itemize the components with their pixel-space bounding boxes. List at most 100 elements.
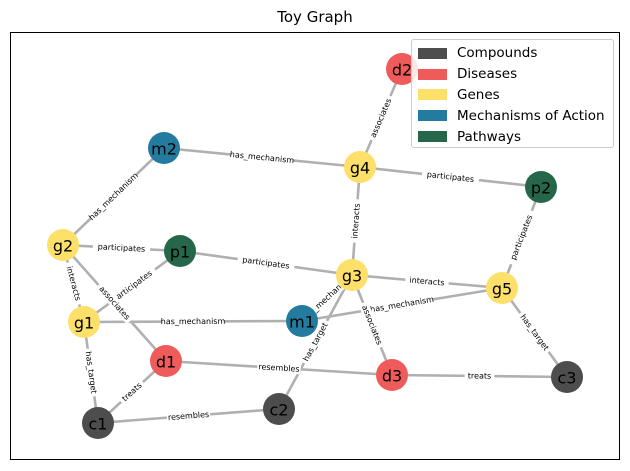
node-label: p2: [531, 179, 551, 198]
edge-label-d3-c3: treats: [464, 370, 495, 382]
gene-node-circle[interactable]: [336, 259, 368, 291]
disease-node-circle[interactable]: [376, 359, 408, 391]
edge-label-background: [94, 281, 135, 325]
node-d2[interactable]: d2: [386, 53, 418, 85]
edge-label-background: [92, 241, 151, 255]
node-label: c3: [558, 369, 577, 388]
node-label: g1: [74, 314, 94, 333]
node-c3[interactable]: c3: [551, 361, 583, 393]
edge-label-background: [117, 378, 147, 406]
node-label: d3: [382, 367, 402, 386]
legend-swatch: [418, 89, 447, 101]
pathway-node-circle[interactable]: [525, 171, 557, 203]
edge-label-text: resembles: [168, 410, 210, 422]
edge-label-background: [404, 274, 450, 289]
edge-label-text: resembles: [258, 362, 300, 374]
node-g5[interactable]: g5: [486, 272, 518, 304]
compound-node-circle[interactable]: [263, 393, 295, 425]
edge-label-text: treats: [120, 381, 143, 403]
gene-node-circle[interactable]: [486, 272, 518, 304]
legend-label: Compounds: [457, 45, 538, 62]
node-p1[interactable]: p1: [164, 235, 196, 267]
edge-label-text: interacts: [409, 275, 445, 287]
edge-label-background: [506, 209, 537, 266]
legend-item-disease: Diseases: [418, 64, 607, 85]
disease-node-circle[interactable]: [150, 345, 182, 377]
node-label: c1: [89, 415, 108, 434]
edge-label-text: participates: [509, 214, 534, 262]
node-label: c2: [270, 401, 289, 420]
node-label: g3: [342, 267, 362, 286]
edge-label-text: has_mechanism: [229, 150, 294, 165]
pathway-node-circle[interactable]: [164, 235, 196, 267]
node-c1[interactable]: c1: [82, 407, 114, 439]
edge-label-background: [300, 273, 354, 323]
edge-label-m1-g5: has_mechanism: [369, 294, 435, 315]
edge-label-background: [358, 300, 386, 350]
node-label: g2: [53, 237, 73, 256]
edge-label-background: [421, 168, 480, 186]
legend-label: Pathways: [457, 128, 521, 145]
edge-label-background: [106, 265, 158, 308]
node-c2[interactable]: c2: [263, 393, 295, 425]
edge-label-d1-d3: resembles: [257, 361, 301, 375]
edge-label-text: has_target: [518, 313, 550, 353]
mechanism-node-circle[interactable]: [286, 305, 318, 337]
legend-item-compound: Compounds: [418, 43, 607, 64]
node-m2[interactable]: m2: [148, 132, 180, 164]
edge-label-text: participates: [242, 255, 290, 270]
node-label: g4: [350, 159, 370, 178]
compound-node-circle[interactable]: [551, 361, 583, 393]
edge-label-c1-c2: resembles: [166, 409, 211, 423]
node-g2[interactable]: g2: [47, 229, 79, 261]
disease-node-circle[interactable]: [386, 53, 418, 85]
node-label: m2: [151, 140, 177, 159]
edge-label-background: [87, 171, 140, 222]
edge-label-text: participates: [98, 242, 146, 253]
node-m1[interactable]: m1: [286, 305, 318, 337]
edge-label-background: [370, 294, 434, 315]
legend-swatch: [418, 110, 447, 122]
edge-label-g2-m2: has_mechanism: [87, 171, 140, 222]
edge-label-background: [516, 310, 553, 355]
legend-label: Diseases: [457, 66, 518, 83]
edge-label-background: [257, 361, 301, 375]
edge-label-background: [366, 93, 396, 143]
legend-swatch: [418, 68, 447, 80]
edge-label-g4-d2: associates: [366, 93, 396, 143]
edge-label-text: has_mechanism: [87, 171, 140, 222]
edge-label-g1-c1: has_target: [82, 348, 100, 397]
nodes-layer: d2 m2 g4 p2 g2 p1 g3 g5 g1 m1 d1 d3 c3 c2 c1: [47, 53, 583, 439]
node-g4[interactable]: g4: [344, 151, 376, 183]
node-label: d1: [156, 353, 176, 372]
node-label: d2: [392, 61, 412, 80]
edge-label-background: [62, 261, 85, 306]
edge-label-p1-g3: participates: [236, 254, 296, 272]
legend-label: Genes: [457, 86, 500, 103]
plot-frame: [10, 32, 620, 460]
edge-label-g3-g5: interacts: [404, 274, 450, 289]
node-label: p1: [170, 243, 190, 262]
edge-label-g5-p2: participates: [506, 209, 537, 266]
gene-node-circle[interactable]: [47, 229, 79, 261]
edge-label-background: [299, 318, 332, 366]
edge-label-m2-g4: has_mechanism: [229, 149, 295, 166]
edge-label-text: associates: [369, 97, 394, 139]
legend-item-gene: Genes: [418, 85, 607, 106]
node-g1[interactable]: g1: [68, 306, 100, 338]
node-d3[interactable]: d3: [376, 359, 408, 391]
gene-node-circle[interactable]: [344, 151, 376, 183]
node-g3[interactable]: g3: [336, 259, 368, 291]
mechanism-node-circle[interactable]: [148, 132, 180, 164]
node-label: m1: [289, 313, 315, 332]
edge-label-text: has_mechanism: [369, 295, 434, 314]
gene-node-circle[interactable]: [68, 306, 100, 338]
compound-node-circle[interactable]: [82, 407, 114, 439]
node-p2[interactable]: p2: [525, 171, 557, 203]
edge-label-g1-m1: has_mechanism: [161, 316, 225, 327]
edge-label-g2-p1: participates: [92, 241, 151, 255]
legend-swatch: [418, 131, 447, 143]
node-d1[interactable]: d1: [150, 345, 182, 377]
edge-label-g3-g4: interacts: [349, 198, 363, 244]
